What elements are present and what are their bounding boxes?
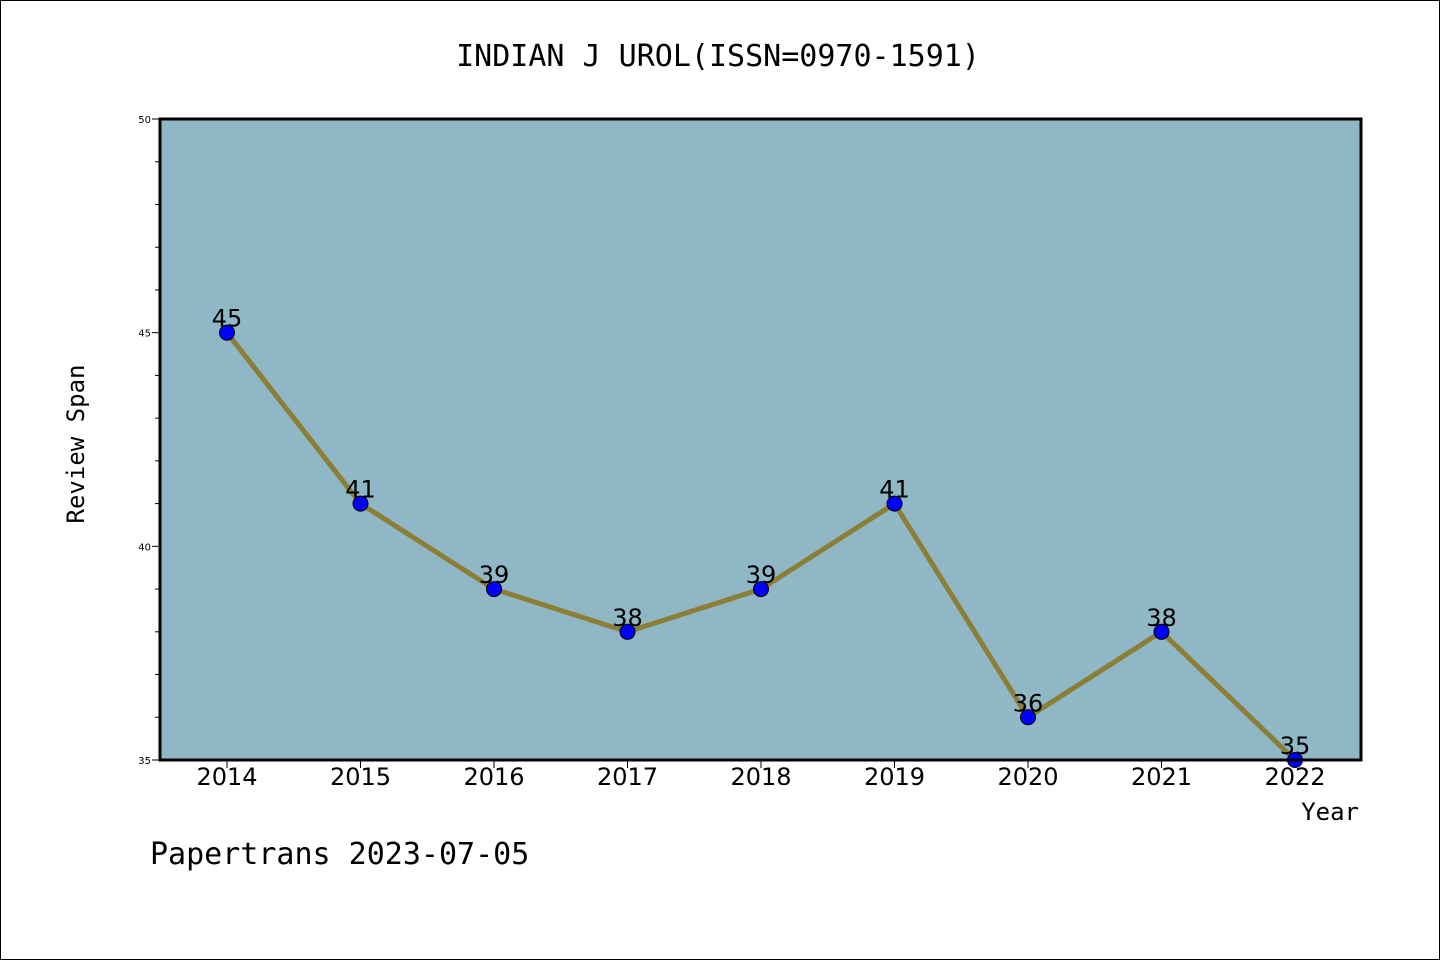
data-label: 35 bbox=[1280, 732, 1311, 760]
data-label: 41 bbox=[345, 476, 376, 504]
data-point bbox=[753, 581, 769, 598]
data-label: 39 bbox=[479, 561, 510, 589]
y-tick-label: 40 bbox=[138, 542, 151, 553]
x-tick-label: 2019 bbox=[864, 763, 925, 791]
x-tick-label: 2018 bbox=[730, 763, 791, 791]
x-tick-label: 2020 bbox=[997, 763, 1058, 791]
data-point bbox=[1020, 709, 1036, 726]
data-label: 45 bbox=[212, 305, 243, 333]
data-label: 38 bbox=[1146, 604, 1177, 632]
y-axis-label: Review Span bbox=[62, 365, 90, 524]
x-axis-label: Year bbox=[1301, 798, 1359, 826]
plot-area bbox=[160, 119, 1361, 760]
data-label-group: 45 41 39 38 39 41 36 38 35 bbox=[212, 305, 1311, 760]
data-point bbox=[352, 495, 369, 512]
x-tick-label: 2015 bbox=[330, 763, 391, 791]
plot-border bbox=[158, 117, 1363, 762]
x-tick-label: 2021 bbox=[1131, 763, 1192, 791]
x-tick-label: 2016 bbox=[463, 763, 524, 791]
y-tick-label: 35 bbox=[138, 756, 151, 767]
x-tick-label: 2014 bbox=[196, 763, 257, 791]
data-label: 41 bbox=[879, 476, 910, 504]
y-tick-label: 50 bbox=[138, 115, 151, 126]
footer-text: Papertrans 2023-07-05 bbox=[150, 837, 529, 872]
y-tick-label: 45 bbox=[138, 329, 151, 340]
data-label: 38 bbox=[612, 604, 643, 632]
data-point bbox=[1153, 623, 1170, 640]
chart-title: INDIAN J UROL(ISSN=0970-1591) bbox=[456, 39, 980, 74]
data-point bbox=[619, 623, 636, 640]
y-axis: 35 40 45 50 bbox=[138, 115, 160, 767]
data-point bbox=[886, 495, 903, 512]
series-line-group bbox=[219, 324, 1303, 768]
data-label: 36 bbox=[1013, 689, 1044, 717]
data-label: 39 bbox=[746, 561, 777, 589]
x-tick-label: 2017 bbox=[597, 763, 658, 791]
x-axis: 2014 2015 2016 2017 2018 2019 2020 2021 2022 bbox=[196, 760, 1326, 791]
data-point bbox=[219, 324, 235, 341]
data-point bbox=[486, 581, 502, 598]
